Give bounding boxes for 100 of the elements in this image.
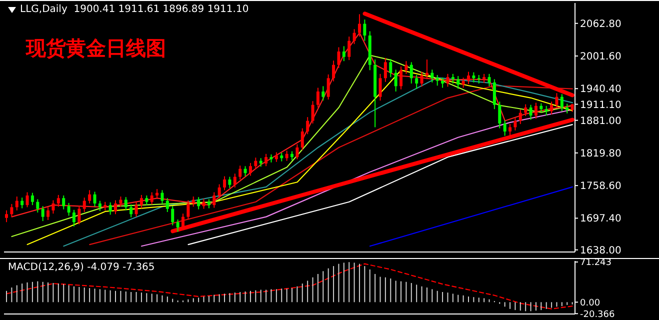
candlestick	[544, 105, 548, 116]
candlestick	[358, 14, 361, 38]
candlestick	[192, 196, 195, 208]
candlestick	[378, 73, 382, 102]
candlestick	[82, 197, 86, 213]
candlestick	[233, 173, 236, 188]
candlestick	[555, 92, 558, 109]
candlestick	[332, 60, 336, 82]
candlestick	[140, 194, 143, 209]
candlestick	[15, 196, 18, 211]
candlestick	[488, 73, 491, 87]
candlestick	[88, 190, 92, 204]
y-tick-label: 1911.10	[580, 100, 622, 111]
candlestick	[456, 76, 460, 90]
candlestick	[46, 206, 50, 221]
y-tick-label: -20.366	[580, 310, 616, 320]
candlestick	[72, 209, 76, 227]
candlestick	[166, 198, 169, 213]
candlestick	[337, 46, 340, 69]
candlestick	[566, 103, 569, 114]
chart-title: MACD(12,26,9) -4.079 -7.365	[8, 262, 155, 273]
candlestick	[274, 152, 278, 162]
candlestick	[560, 94, 564, 112]
candlestick	[171, 206, 174, 226]
candlestick	[492, 78, 496, 110]
candlestick	[514, 117, 517, 131]
candlestick	[348, 36, 351, 61]
candlestick	[62, 194, 66, 210]
candlestick	[244, 166, 247, 177]
candlestick	[311, 100, 314, 124]
candlestick	[540, 102, 543, 113]
candlestick	[134, 201, 138, 218]
candlestick	[394, 69, 398, 92]
candlestick	[326, 74, 330, 100]
candlestick	[352, 28, 356, 45]
candlestick	[202, 198, 206, 210]
candlestick	[197, 196, 200, 210]
candlestick	[108, 202, 112, 216]
candlestick	[466, 71, 470, 85]
candlestick	[186, 200, 190, 220]
y-tick-label: 1638.00	[580, 245, 622, 256]
candlestick	[20, 197, 24, 209]
y-tick-label: 1697.40	[580, 214, 622, 225]
y-tick-label: 1881.00	[580, 116, 622, 127]
candlestick	[363, 19, 366, 42]
candlestick	[518, 109, 522, 125]
candlestick	[5, 210, 8, 223]
candlestick	[404, 60, 408, 74]
candlestick	[41, 206, 44, 222]
candlestick	[498, 101, 502, 129]
candlestick	[26, 192, 29, 208]
candlestick	[67, 202, 70, 216]
candlestick	[389, 58, 392, 78]
line-series	[6, 263, 573, 310]
candlestick	[30, 192, 34, 206]
candlestick	[400, 66, 403, 90]
candlestick	[472, 72, 476, 83]
candlestick	[503, 120, 506, 136]
candlestick	[150, 192, 154, 206]
candlestick	[420, 71, 424, 88]
y-tick-label: 1758.60	[580, 181, 622, 192]
candlestick	[156, 188, 159, 199]
candlestick	[436, 74, 439, 86]
candlestick	[254, 157, 258, 170]
chart-title: LLG,Daily 1900.41 1911.61 1896.89 1911.10	[20, 4, 249, 15]
candlestick	[119, 196, 122, 208]
candlestick	[10, 204, 14, 218]
candlestick	[508, 124, 512, 136]
candlestick	[207, 198, 210, 209]
y-tick-label: 1940.40	[580, 84, 622, 96]
candlestick	[446, 73, 450, 88]
candlestick	[145, 194, 148, 206]
y-tick-label: 1819.80	[580, 148, 622, 160]
candlestick	[130, 204, 133, 218]
candlestick	[228, 176, 232, 189]
candlestick	[223, 176, 226, 191]
candlestick	[415, 74, 418, 90]
candlestick	[534, 102, 538, 120]
candlestick	[218, 184, 221, 199]
candlestick	[462, 77, 465, 88]
candlestick	[342, 46, 346, 62]
candlestick	[451, 73, 454, 84]
candlestick	[550, 101, 554, 115]
candlestick	[529, 104, 532, 120]
candlestick	[78, 205, 81, 225]
candlestick	[482, 73, 486, 84]
candlestick	[124, 196, 128, 211]
candlestick	[384, 57, 387, 82]
y-tick-label: 2001.60	[580, 52, 622, 63]
y-tick-label: 0.00	[580, 298, 600, 308]
candlestick	[248, 162, 252, 176]
candlestick	[36, 198, 40, 214]
candlestick	[410, 62, 413, 84]
candlestick	[93, 191, 96, 208]
candlestick	[285, 150, 288, 162]
candlestick	[425, 59, 428, 80]
candlestick	[316, 87, 320, 108]
candlestick	[114, 200, 118, 215]
candlestick	[322, 86, 325, 102]
annotation: 现货黄金日线图	[26, 35, 166, 62]
